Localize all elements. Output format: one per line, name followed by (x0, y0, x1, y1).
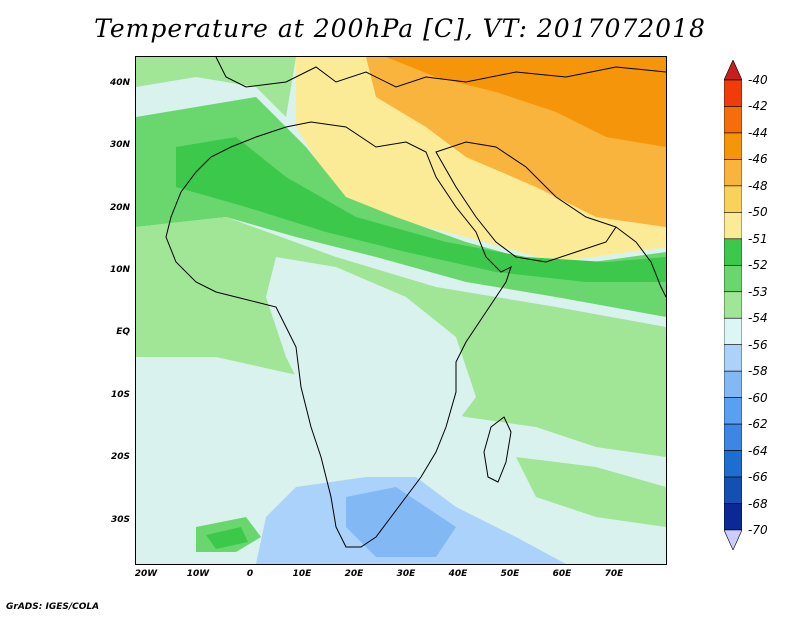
fill-north-darkorange (386, 57, 666, 147)
lat-label-20n: 20N (109, 203, 130, 213)
temperature-map (136, 57, 666, 564)
colorbar-label: -51 (748, 231, 768, 246)
lon-label-0: 0 (246, 569, 254, 579)
fill-south-green-patch-dark (206, 527, 248, 549)
colorbar-label: -58 (748, 364, 768, 379)
lon-label-30e: 30E (396, 569, 416, 579)
colorbar-cell (724, 132, 742, 160)
lon-label-70e: 70E (604, 569, 624, 579)
lat-label-40n: 40N (109, 78, 130, 88)
colorbar-cell (724, 79, 742, 107)
colorbar-arrow-bottom (724, 529, 742, 550)
fill-central-pale (266, 257, 476, 447)
coastline-madagascar (483, 416, 512, 483)
lon-label-20e: 20E (344, 569, 364, 579)
colorbar-cell (724, 450, 742, 478)
colorbar-label: -64 (748, 443, 768, 458)
lat-label-10s: 10S (110, 390, 130, 400)
lon-label-10w: 10W (186, 569, 210, 579)
fill-west-yellow (136, 57, 296, 117)
colorbar-cell (724, 291, 742, 319)
colorbar (724, 60, 742, 550)
lon-label-40e: 40E (448, 569, 468, 579)
colorbar-label: -42 (748, 99, 768, 114)
lat-label-30s: 30S (110, 515, 130, 525)
fill-green-dark (176, 137, 666, 282)
lon-label-10e: 10E (292, 569, 312, 579)
colorbar-label: -44 (748, 125, 768, 140)
colorbar-cell (724, 185, 742, 213)
colorbar-label: -68 (748, 496, 768, 511)
colorbar-label: -53 (748, 284, 768, 299)
colorbar-cell (724, 476, 742, 504)
colorbar-label: -70 (748, 523, 768, 537)
lon-label-60e: 60E (552, 569, 572, 579)
colorbar-label: -54 (748, 311, 768, 326)
colorbar-cell (724, 503, 742, 531)
lon-label-50e: 50E (500, 569, 520, 579)
coastline-europe (215, 57, 666, 88)
colorbar-cell (724, 106, 742, 134)
colorbar-cell (724, 317, 742, 346)
colorbar-cell (724, 212, 742, 240)
colorbar-label: -46 (748, 152, 768, 167)
colorbar-label: -60 (748, 390, 768, 405)
colorbar-cells (724, 60, 742, 550)
colorbar-cell (724, 344, 742, 372)
lat-label-eq: EQ (116, 327, 130, 337)
credit-text: GrADS: IGES/COLA (6, 602, 100, 612)
colorbar-label: -52 (748, 258, 768, 273)
coastline-africa (165, 121, 512, 548)
colorbar-cell (724, 370, 742, 398)
colorbar-label: -48 (748, 178, 768, 193)
colorbar-label: -40 (748, 73, 768, 87)
colorbar-label: -56 (748, 337, 768, 352)
fill-southeast-green (516, 457, 666, 527)
colorbar-cell (724, 238, 742, 266)
lon-label-20w: 20W (134, 569, 158, 579)
chart-title: Temperature at 200hPa [C], VT: 201707201… (94, 14, 706, 43)
colorbar-label: -62 (748, 417, 768, 432)
map-panel (135, 56, 667, 565)
colorbar-cell (724, 423, 742, 451)
colorbar-cell (724, 397, 742, 425)
lat-label-30n: 30N (109, 140, 130, 150)
colorbar-cell (724, 264, 742, 293)
coastlines (165, 57, 666, 548)
fill-south-blue-mid (346, 487, 456, 557)
lat-label-10n: 10N (109, 265, 130, 275)
coastline-arabia (435, 141, 617, 263)
lat-label-20s: 20S (110, 452, 130, 462)
colorbar-arrow-top (724, 60, 742, 81)
coastline-india (615, 226, 666, 298)
colorbar-label: -50 (748, 205, 768, 220)
colorbar-label: -66 (748, 470, 768, 485)
colorbar-cell (724, 159, 742, 187)
